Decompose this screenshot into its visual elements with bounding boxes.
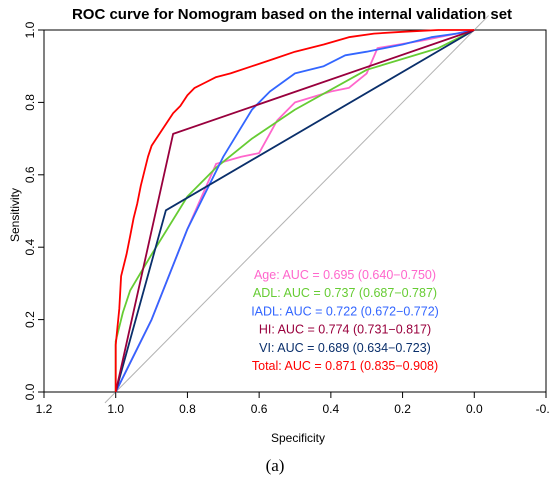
x-axis-label: Specificity <box>271 431 325 445</box>
x-tick-label: 0.4 <box>323 402 340 416</box>
y-tick-label: 0.2 <box>23 311 37 328</box>
y-tick-label: 1.0 <box>23 21 37 38</box>
legend-entry-hi: HI: AUC = 0.774 (0.731−0.817) <box>259 323 431 337</box>
roc-curve-total <box>114 29 475 392</box>
legend-entry-age: Age: AUC = 0.695 (0.640−0.750) <box>254 268 436 282</box>
roc-chart: ROC curve for Nomogram based on the inte… <box>8 6 550 445</box>
x-tick-label: 0.0 <box>466 402 483 416</box>
y-axis-label: Sensitivity <box>8 188 22 242</box>
figure-caption: (a) <box>265 456 285 475</box>
x-tick-label: 0.6 <box>251 402 268 416</box>
x-tick-label: 0.2 <box>394 402 411 416</box>
x-tick-label: -0.2 <box>536 402 550 416</box>
reference-diagonal <box>104 15 489 404</box>
plot-frame <box>43 29 547 393</box>
y-tick-label: 0.4 <box>23 239 37 256</box>
y-tick-label: 0.6 <box>23 166 37 183</box>
x-tick-label: 1.2 <box>36 402 53 416</box>
legend-entry-vi: VI: AUC = 0.689 (0.634−0.723) <box>259 341 431 355</box>
legend-entry-total: Total: AUC = 0.871 (0.835−0.908) <box>252 359 438 373</box>
roc-curve-vi <box>114 29 475 393</box>
roc-curve-adl <box>114 29 475 392</box>
x-tick-label: 1.0 <box>107 402 124 416</box>
x-tick-label: 0.8 <box>179 402 196 416</box>
y-tick-label: 0.8 <box>23 94 37 111</box>
roc-curve-hi <box>114 29 475 393</box>
legend-entry-iadl: IADL: AUC = 0.722 (0.672−0.772) <box>251 304 439 318</box>
plot-area: 1.2 1.0 0.8 0.6 0.4 0.2 0.0 -0.2 0.0 0.2 0.4 0.6 0.8… <box>23 15 550 416</box>
roc-curve-iadl <box>114 29 475 393</box>
y-tick-label: 0.0 <box>23 383 37 400</box>
chart-title: ROC curve for Nomogram based on the inte… <box>72 6 512 23</box>
legend-entry-adl: ADL: AUC = 0.737 (0.687−0.787) <box>253 286 437 300</box>
legend: Age: AUC = 0.695 (0.640−0.750) ADL: AUC =… <box>251 268 439 373</box>
